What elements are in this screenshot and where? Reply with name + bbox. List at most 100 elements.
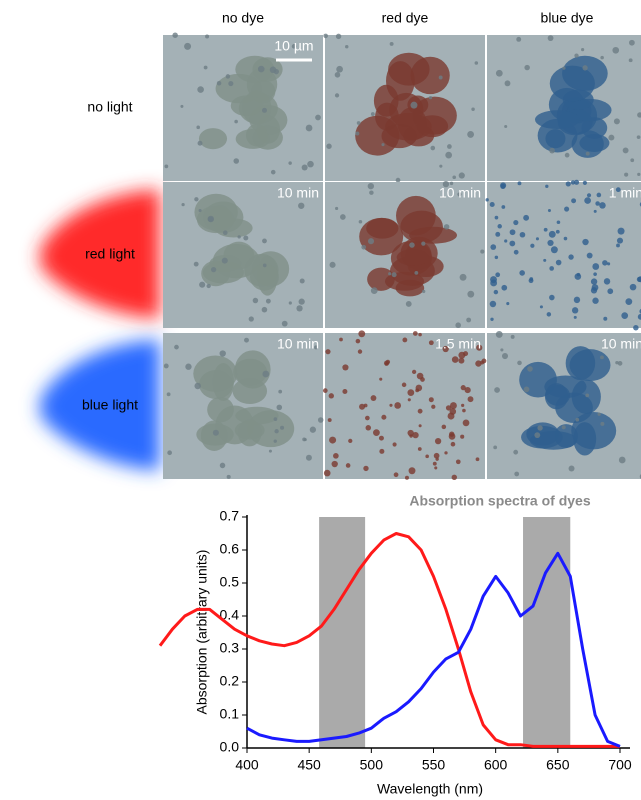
cell	[205, 34, 210, 39]
x-tick-label: 500	[360, 757, 384, 773]
cell	[365, 425, 372, 431]
cell	[402, 337, 408, 343]
cell	[288, 301, 292, 305]
cell	[562, 66, 566, 70]
cell	[501, 205, 506, 209]
cell	[422, 289, 426, 294]
cell	[582, 180, 587, 185]
cell	[379, 448, 385, 454]
cell	[370, 287, 378, 295]
cell	[323, 469, 331, 477]
cell	[537, 425, 543, 431]
cell	[451, 356, 459, 363]
cell	[574, 179, 580, 185]
cell	[305, 454, 312, 461]
cell	[439, 164, 443, 168]
cell	[414, 270, 419, 275]
cell	[593, 209, 597, 213]
cell	[568, 465, 575, 472]
cell	[500, 348, 504, 352]
cell	[549, 147, 555, 154]
cell	[443, 224, 450, 230]
cell	[476, 344, 483, 351]
cell	[506, 302, 510, 306]
cell	[367, 182, 375, 190]
cell	[262, 238, 267, 244]
cell	[207, 216, 214, 222]
time-label: 10 min	[601, 336, 641, 352]
y-tick-label: 0.2	[220, 673, 240, 689]
cell	[262, 370, 270, 378]
cell	[331, 460, 338, 468]
cell	[493, 445, 498, 450]
time-label: 1 min	[609, 185, 641, 201]
cell	[550, 246, 558, 254]
cell	[527, 366, 533, 372]
cell	[193, 261, 199, 267]
cell	[549, 294, 555, 301]
cell	[447, 144, 452, 149]
x-tick-label: 450	[297, 757, 321, 773]
y-axis-label: Absorption (arbitrary units)	[194, 550, 210, 715]
cell	[590, 287, 598, 294]
cell	[564, 206, 570, 212]
light-band	[319, 517, 366, 748]
cell	[517, 181, 522, 186]
time-label: 1.5 min	[435, 336, 481, 352]
micrograph	[325, 333, 485, 479]
cell	[442, 180, 450, 188]
cell	[530, 243, 535, 248]
cell	[471, 107, 475, 112]
cell-cluster	[395, 279, 425, 297]
cell	[329, 436, 337, 444]
cell	[461, 403, 465, 407]
cell	[197, 86, 204, 93]
cell	[603, 278, 611, 285]
cell	[467, 130, 475, 138]
cell	[392, 442, 397, 447]
cell	[568, 254, 574, 260]
cell	[370, 395, 377, 401]
cell-cluster	[250, 263, 279, 291]
cell	[576, 272, 581, 277]
cell	[280, 425, 285, 430]
cell	[335, 33, 342, 40]
cell-cluster	[389, 92, 424, 128]
cell-cluster	[521, 425, 563, 449]
cell	[442, 345, 449, 353]
image-grid	[163, 32, 641, 481]
cell	[348, 438, 353, 444]
cell	[629, 39, 635, 46]
cell	[493, 289, 499, 295]
cell	[462, 419, 470, 427]
cell	[222, 230, 228, 236]
cell	[599, 202, 606, 209]
cell	[243, 235, 249, 241]
cell	[415, 388, 420, 393]
cell	[585, 393, 590, 398]
x-tick-label: 550	[422, 757, 446, 773]
cell	[549, 266, 554, 271]
cell	[519, 231, 526, 238]
cell	[210, 266, 217, 273]
cell	[455, 322, 461, 329]
cell	[325, 349, 331, 355]
cell	[252, 297, 259, 304]
cell	[357, 349, 363, 354]
x-tick-label: 400	[235, 757, 259, 773]
cell	[194, 382, 201, 390]
cell-cluster	[579, 134, 610, 152]
column-header: blue dye	[541, 10, 594, 26]
cell	[326, 143, 332, 149]
cell	[166, 392, 171, 397]
cell	[573, 315, 577, 319]
cell-cluster	[359, 217, 404, 256]
cell	[417, 408, 423, 414]
cell	[172, 32, 178, 38]
cell	[226, 474, 231, 479]
cell	[593, 272, 597, 276]
cell	[449, 402, 457, 410]
cell	[613, 118, 620, 125]
cell	[448, 433, 456, 440]
cell	[463, 351, 469, 357]
